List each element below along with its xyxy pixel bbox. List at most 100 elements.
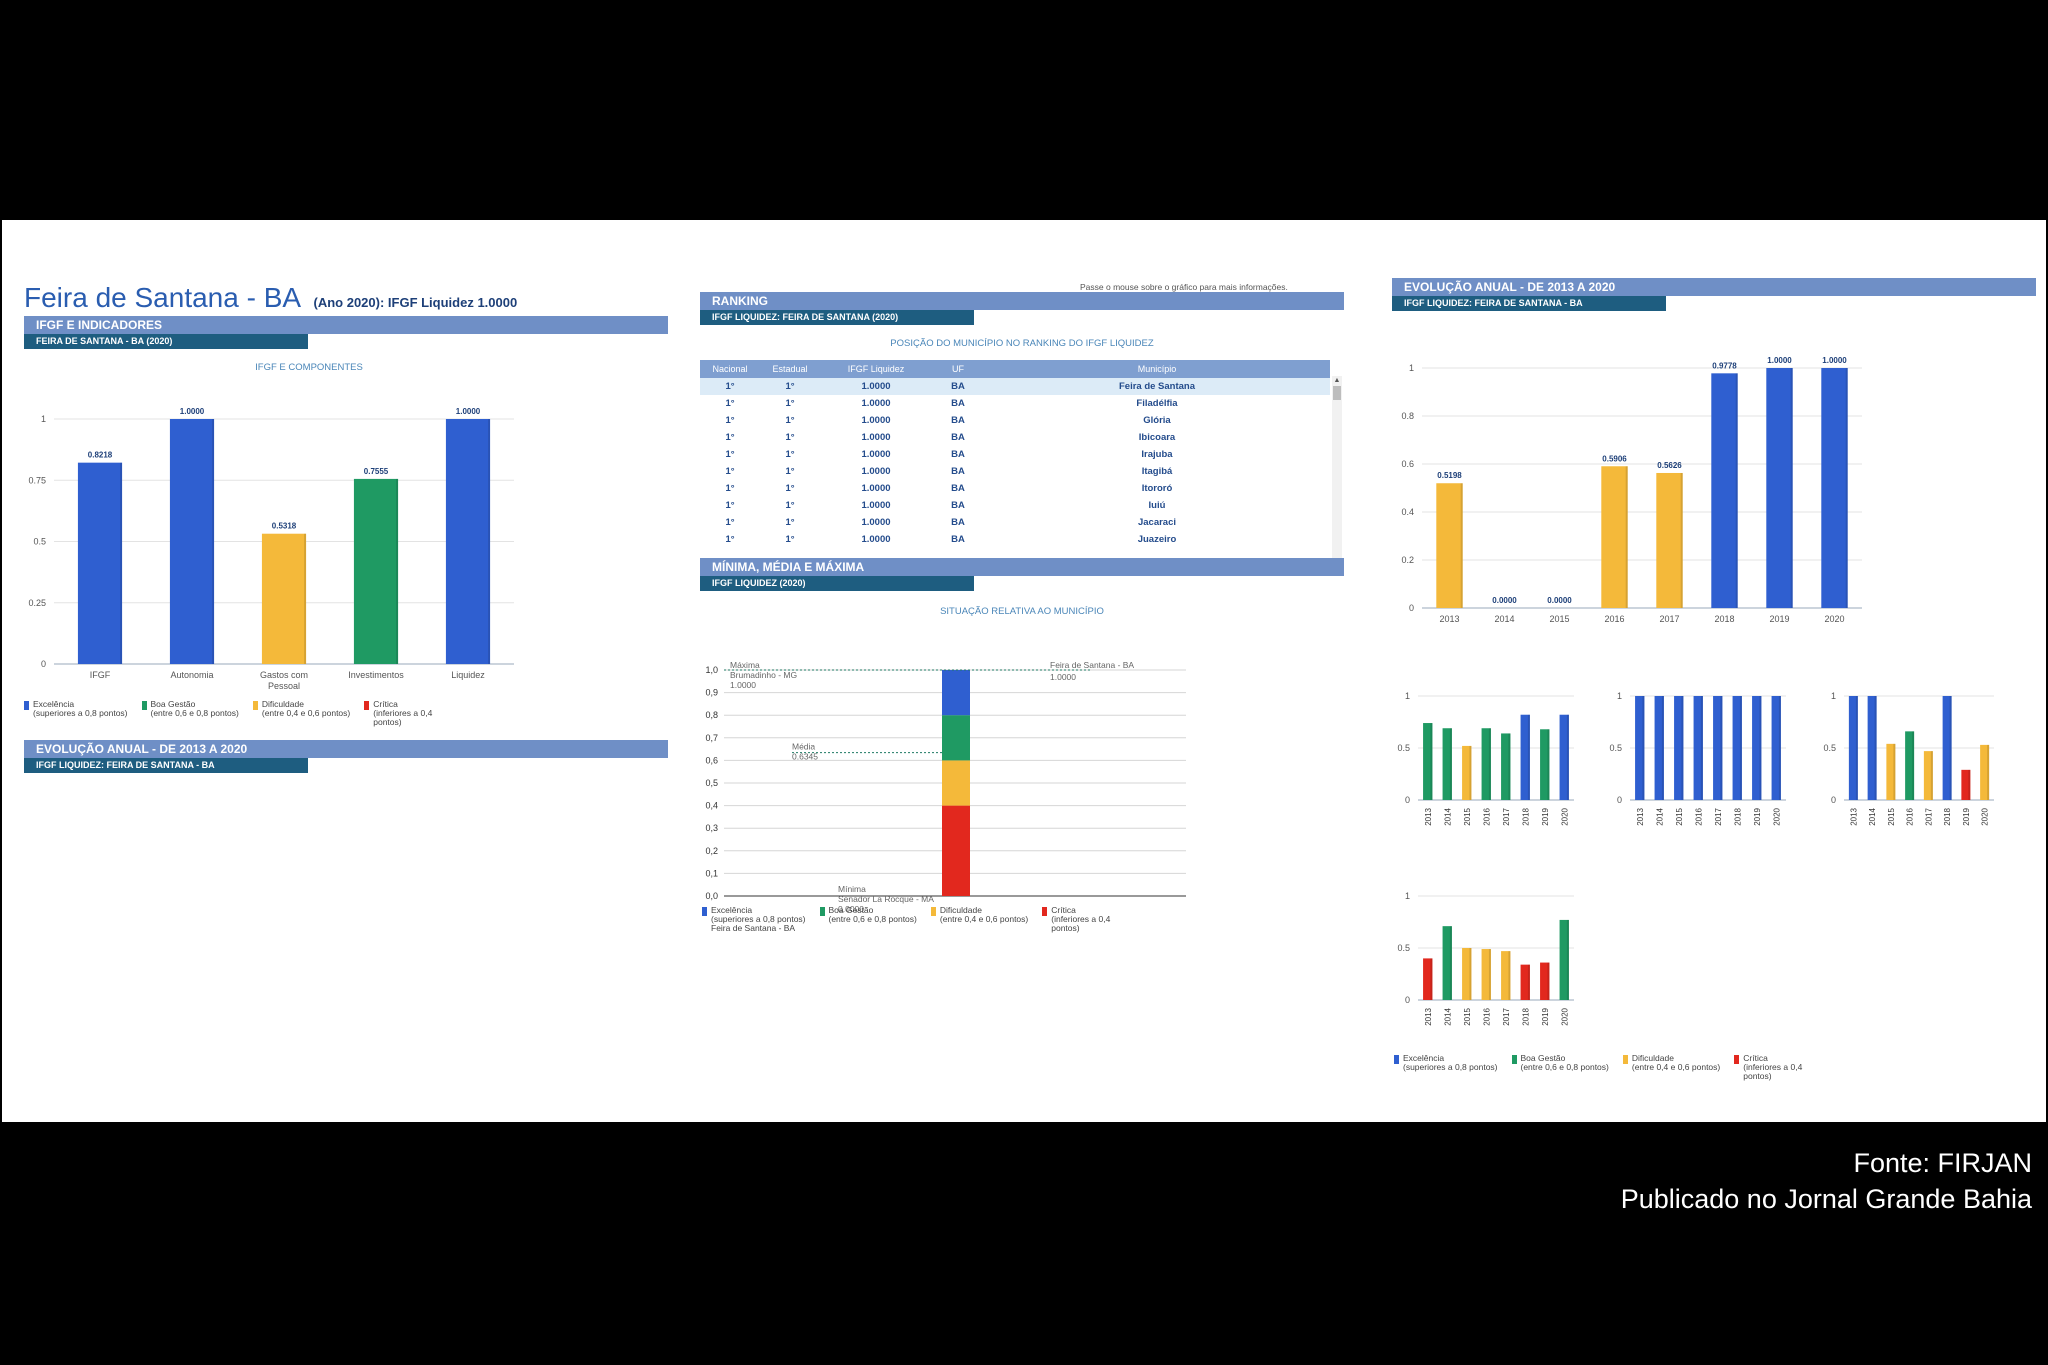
ranking-cell: 1.0000	[861, 483, 891, 494]
ranking-row[interactable]: 1° 1° 1.0000 BA Irajuba	[700, 446, 1330, 463]
ranking-cell: 1.0000	[861, 517, 891, 528]
section-ifgf-header: IFGF E INDICADORES	[24, 316, 668, 334]
legend-swatch-excelencia	[24, 701, 29, 710]
legend-desc: (entre 0,6 e 0,8 pontos)	[150, 708, 239, 718]
ranking-row[interactable]: 1° 1° 1.0000 BA Itororó	[700, 480, 1330, 497]
bar	[1674, 696, 1684, 800]
ranking-cell: BA	[951, 466, 965, 477]
y-tick-label: 1	[1405, 691, 1410, 701]
ranking-cell: 1°	[785, 398, 795, 409]
x-tick-label: 2020	[1560, 1007, 1569, 1025]
y-tick-label: 0,4	[705, 801, 718, 811]
situacao-relativa-chart[interactable]: 1,00,90,80,70,60,50,40,30,20,10,0MáximaB…	[700, 630, 1200, 930]
ranking-row[interactable]: 1° 1° 1.0000 BA Ibicoara	[700, 429, 1330, 446]
bar	[1423, 723, 1433, 800]
legend-swatch-critica	[1734, 1055, 1740, 1064]
ranking-header: RANKING	[700, 292, 1344, 310]
y-tick-label: 0,5	[705, 778, 718, 788]
legend-desc: (superiores a 0,8 pontos)	[33, 708, 128, 718]
legend-item: Boa Gestão (entre 0,6 e 0,8 pontos)	[1511, 1053, 1609, 1081]
data-label: 0.7555	[364, 467, 389, 476]
y-tick-label: 0.4	[1401, 507, 1414, 517]
ranking-row[interactable]: 1° 1° 1.0000 BA Iuiú	[700, 497, 1330, 514]
col-uf[interactable]: UF	[932, 360, 984, 378]
bar-shadow	[1700, 696, 1703, 800]
bar-shadow	[1759, 696, 1762, 800]
legend-label: Excelência	[1403, 1053, 1445, 1063]
x-tick-label: 2016	[1482, 1007, 1491, 1025]
ranking-scrollbar[interactable]: ▲	[1332, 376, 1342, 558]
legend-item: Excelência (superiores a 0,8 pontos)	[24, 700, 128, 727]
legend-item: Crítica (inferiores a 0,4 pontos)	[1734, 1054, 1815, 1081]
small-autonomia-chart[interactable]: 10.5020132014201520162017201820192020Aut…	[1604, 664, 1794, 844]
x-tick-label: 2020	[1560, 807, 1569, 825]
x-tick-label: 2017	[1924, 807, 1933, 825]
x-tick-label: 2015	[1463, 1007, 1472, 1025]
ranking-row[interactable]: 1° 1° 1.0000 BA Juazeiro	[700, 531, 1330, 548]
ranking-row[interactable]: 1° 1° 1.0000 BA Glória	[700, 412, 1330, 429]
ranking-row[interactable]: 1° 1° 1.0000 BA Filadélfia	[700, 395, 1330, 412]
x-tick-label: 2013	[1424, 807, 1433, 825]
bar-shadow	[1625, 466, 1628, 608]
x-tick-label: 2017	[1659, 614, 1679, 624]
col-municipio[interactable]: Município	[984, 360, 1330, 378]
legend-swatch-excelencia	[1394, 1055, 1399, 1064]
ranking-row[interactable]: 1° 1° 1.0000 BA Jacaraci	[700, 514, 1330, 531]
ranking-cell: 1°	[725, 534, 735, 545]
bar-shadow	[1449, 728, 1452, 800]
bar-shadow	[1488, 728, 1491, 800]
bar-shadow	[1912, 731, 1915, 800]
y-tick-label: 1	[1831, 691, 1836, 701]
x-tick-label: 2018	[1714, 614, 1734, 624]
x-tick-label: Pessoal	[268, 681, 300, 691]
max-label: Máxima	[730, 660, 760, 670]
x-tick-label: 2018	[1521, 1007, 1530, 1025]
col-nacional[interactable]: Nacional	[700, 360, 760, 378]
data-label: 0.5318	[272, 522, 297, 531]
small-investimentos-chart[interactable]: 10.5020132014201520162017201820192020Inv…	[1392, 864, 1582, 1044]
bar	[1867, 696, 1877, 800]
small-gastos-chart[interactable]: 10.5020132014201520162017201820192020Gas…	[1818, 664, 2028, 844]
y-tick-label: 0	[1405, 995, 1410, 1005]
ranking-table-container[interactable]: Nacional Estadual IFGF Liquidez UF Munic…	[700, 360, 1344, 558]
bar-shadow	[1469, 745, 1472, 800]
ranking-cell: 1°	[725, 415, 735, 426]
bar-shadow	[1968, 769, 1971, 800]
data-label: 0.0000	[1492, 596, 1517, 605]
ranking-cell: 1°	[725, 381, 735, 392]
max-city: Brumadinho - MG	[730, 670, 797, 680]
data-label: 0.5626	[1657, 461, 1682, 470]
legend-label: Dificuldade	[939, 905, 982, 915]
bar	[1501, 951, 1511, 1000]
bar	[1520, 714, 1530, 800]
ranking-cell: 1°	[725, 483, 735, 494]
y-tick-label: 0.5	[1397, 943, 1410, 953]
scrollbar-thumb[interactable]	[1333, 386, 1341, 400]
ranking-row[interactable]: 1° 1° 1.0000 BA Itagibá	[700, 463, 1330, 480]
legend-item: Crítica (inferiores a 0,4 pontos)	[1042, 906, 1123, 933]
legend-desc: (entre 0,6 e 0,8 pontos)	[828, 914, 917, 924]
evolucao-liquidez-chart[interactable]: 1 0.8 0.6 0.4 0.2 0 0.5198 2013 0.0000 2014 0.0000…	[1392, 330, 1872, 630]
ranking-cell: 1.0000	[861, 449, 891, 460]
credit-published: Publicado no Jornal Grande Bahia	[1620, 1184, 2032, 1214]
data-label: 0.0000	[1547, 596, 1572, 605]
small-ifgf-chart[interactable]: 10.5020132014201520162017201820192020IFG…	[1392, 664, 1582, 844]
minmax-chart-title: SITUAÇÃO RELATIVA AO MUNICÍPIO	[940, 606, 1104, 617]
legend-label: Boa Gestão	[1520, 1053, 1566, 1063]
x-tick-label: 2013	[1424, 1007, 1433, 1025]
scroll-up-arrow-icon[interactable]: ▲	[1333, 377, 1341, 384]
bar	[1713, 696, 1723, 800]
ranking-cell: 1°	[785, 449, 795, 460]
col-estadual[interactable]: Estadual	[760, 360, 820, 378]
y-tick-label: 0,8	[705, 710, 718, 720]
hover-hint: Passe o mouse sobre o gráfico para mais …	[1080, 282, 1288, 292]
legend-swatch-boa-gestao	[141, 701, 147, 710]
col-ifgf-liquidez[interactable]: IFGF Liquidez	[820, 360, 932, 378]
credit-source: Fonte: FIRJAN	[1853, 1148, 2032, 1178]
ranking-cell: 1.0000	[861, 381, 891, 392]
section-evolucao-left-subheader: IFGF LIQUIDEZ: FEIRA DE SANTANA - BA	[24, 758, 308, 773]
ifgf-components-chart[interactable]: 1 0.75 0.5 0.25 0 0.8218 IFGF 1.0000 Autonomia 0.…	[24, 390, 524, 700]
ranking-row[interactable]: 1° 1° 1.0000 BA Feira de Santana	[700, 378, 1330, 395]
page-header: Feira de Santana - BA (Ano 2020): IFGF L…	[24, 282, 517, 314]
section-evolucao-left-header[interactable]: EVOLUÇÃO ANUAL - DE 2013 A 2020	[24, 740, 668, 758]
